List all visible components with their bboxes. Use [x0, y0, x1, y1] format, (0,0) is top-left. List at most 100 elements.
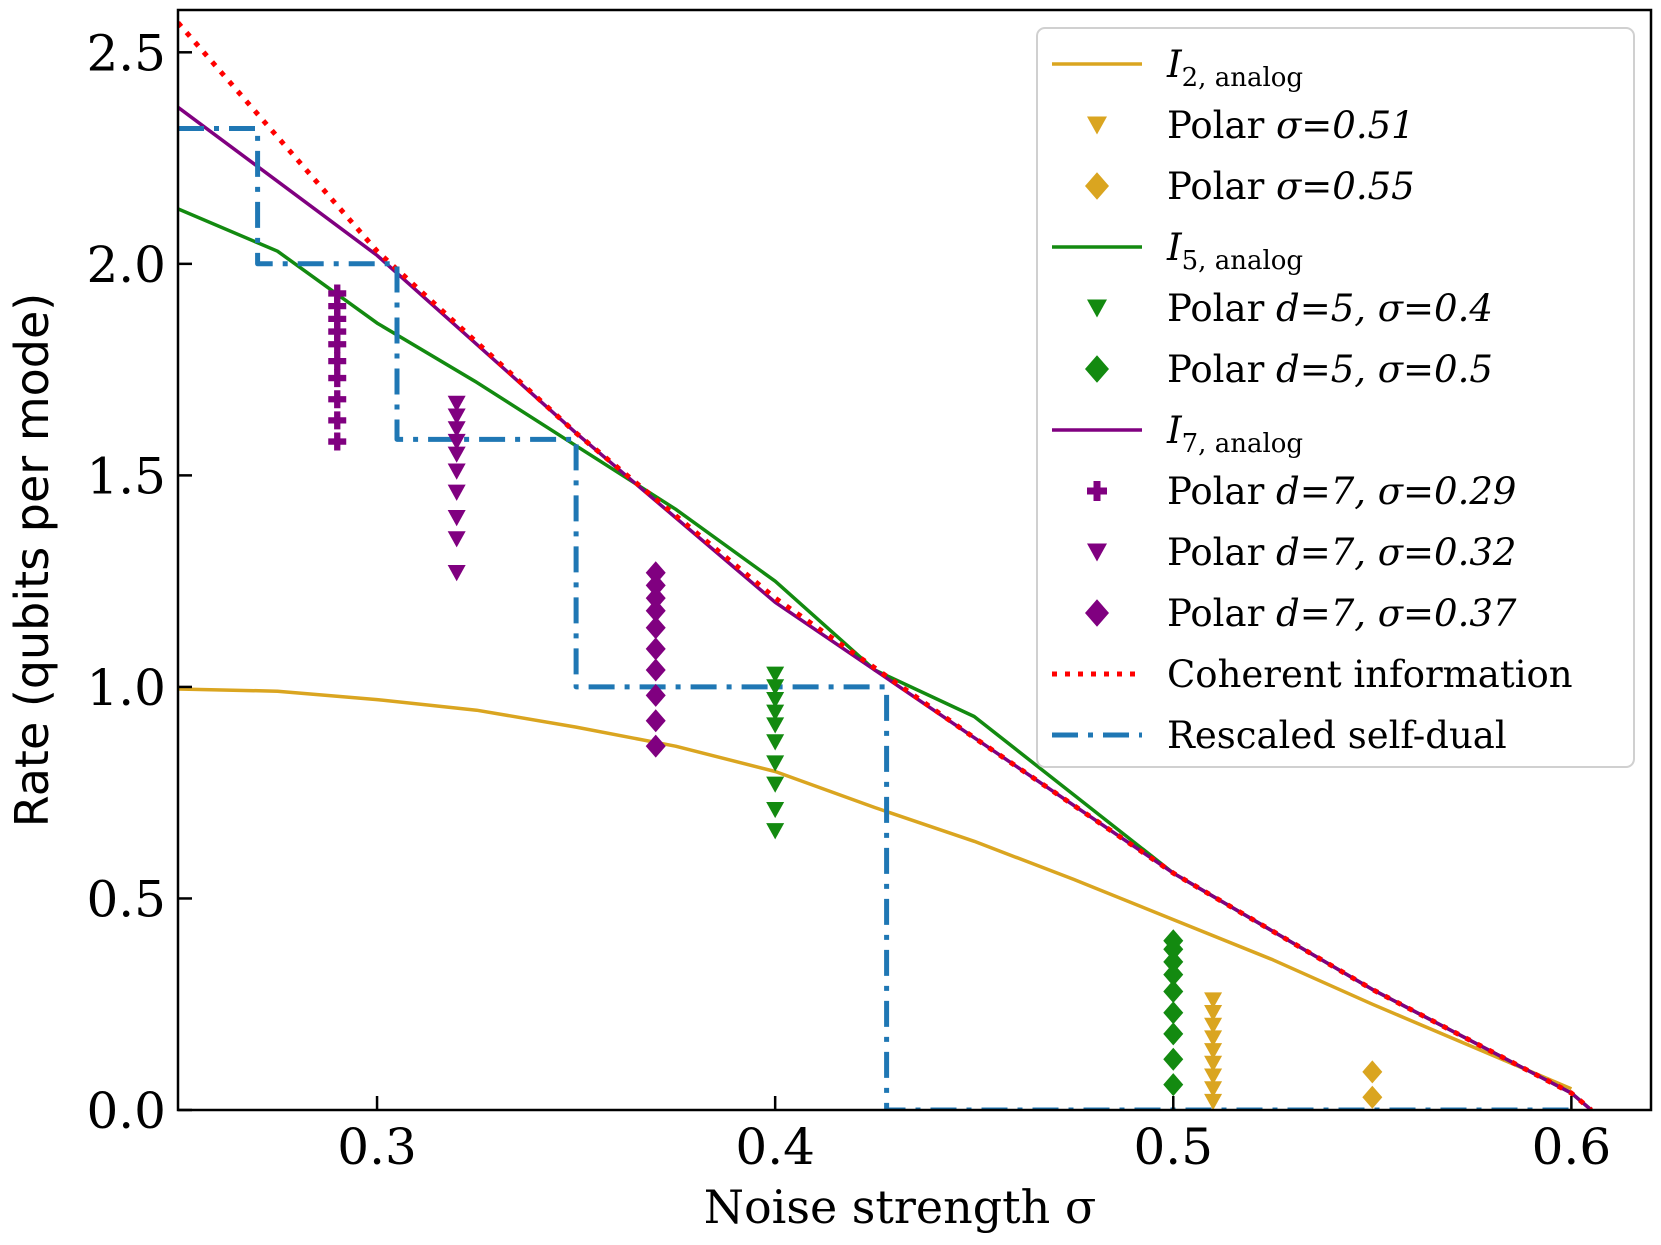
- legend-swatch: [1085, 355, 1109, 383]
- marker-point: [328, 411, 347, 430]
- marker-point: [328, 284, 347, 303]
- series-markers-polar-d-5-0-5: [1163, 929, 1184, 1097]
- marker-point: [645, 734, 666, 758]
- legend-entry-polar-0-55: Polar σ=0.55: [1085, 165, 1415, 208]
- marker-point: [1163, 1001, 1184, 1025]
- series-line-coherent-information: [178, 21, 1593, 1110]
- legend-swatch: [1087, 299, 1107, 318]
- marker-point: [447, 510, 466, 527]
- marker-point: [447, 484, 466, 501]
- marker-point: [1204, 1005, 1223, 1022]
- legend-label: Polar σ=0.55: [1167, 165, 1415, 208]
- marker-point: [1362, 1060, 1383, 1084]
- marker-point: [1204, 1055, 1223, 1073]
- marker-point: [1204, 1043, 1223, 1060]
- legend-label: Rescaled self-dual: [1167, 714, 1507, 757]
- marker-point: [447, 565, 466, 582]
- marker-point: [766, 734, 785, 751]
- legend-frame: [1036, 27, 1635, 768]
- marker-point: [1362, 1085, 1383, 1109]
- legend-swatch: [1085, 599, 1109, 627]
- y-tick-label: 0.0: [86, 1082, 166, 1140]
- marker-point: [1163, 980, 1184, 1004]
- marker-point: [447, 531, 466, 548]
- marker-point: [328, 297, 347, 316]
- series-markers-polar-d-7-0-37: [645, 561, 666, 758]
- legend: I2, analog Polar σ=0.51 Polar σ=0.55 I5, an…: [1036, 27, 1635, 768]
- legend-swatch: [1087, 543, 1107, 562]
- marker-point: [645, 616, 666, 640]
- marker-point: [1204, 1081, 1223, 1098]
- legend-entry-i5-analog: I5, analog: [1052, 226, 1303, 276]
- marker-point: [1163, 963, 1184, 987]
- marker-point: [328, 390, 347, 409]
- marker-point: [1163, 1022, 1184, 1046]
- marker-point: [645, 658, 666, 682]
- series-markers-polar-d-5-0-4: [766, 666, 785, 840]
- legend-entry-polar-d-7-0-37: Polar d=7, σ=0.37: [1085, 592, 1517, 635]
- series-markers-polar-d-7-0-32: [447, 395, 466, 582]
- marker-point: [447, 408, 466, 425]
- series-line-rescaled-self-dual: [178, 126, 1572, 1110]
- marker-point: [1204, 1030, 1223, 1047]
- marker-point: [1204, 1068, 1223, 1085]
- series-lines: [178, 21, 1593, 1110]
- legend-label: I7, analog: [1166, 409, 1303, 459]
- marker-point: [1204, 1017, 1223, 1034]
- legend-label: Polar d=5, σ=0.4: [1167, 287, 1493, 330]
- legend-label: Polar d=5, σ=0.5: [1167, 348, 1493, 391]
- marker-point: [328, 309, 347, 328]
- marker-point: [766, 755, 785, 772]
- series-markers-polar-0-55: [1362, 1060, 1383, 1109]
- y-tick-label: 2.0: [86, 236, 166, 294]
- legend-label: Polar d=7, σ=0.37: [1167, 592, 1517, 635]
- marker-point: [1163, 1047, 1184, 1071]
- marker-point: [645, 683, 666, 707]
- legend-label: Polar σ=0.51: [1167, 104, 1415, 147]
- marker-point: [1163, 1073, 1184, 1097]
- legend-entry-polar-d-7-0-32: Polar d=7, σ=0.32: [1087, 531, 1516, 574]
- marker-point: [766, 801, 785, 819]
- legend-entry-rescaled-self-dual: Rescaled self-dual: [1052, 714, 1507, 757]
- marker-point: [447, 433, 466, 451]
- marker-point: [766, 717, 785, 734]
- legend-label: Coherent information: [1167, 653, 1573, 696]
- y-tick-label: 1.0: [86, 659, 166, 717]
- marker-point: [447, 395, 466, 413]
- marker-point: [1163, 950, 1184, 974]
- marker-point: [328, 369, 347, 388]
- marker-point: [766, 666, 785, 683]
- series-markers: [328, 284, 1383, 1111]
- legend-swatch: [1085, 172, 1109, 200]
- axis-ticks: 0.3 0.4 0.5 0.6 0.0 0.5 1.0 1.5 2.0 2.5: [86, 24, 1611, 1176]
- legend-swatch: [1087, 481, 1107, 501]
- marker-point: [645, 709, 666, 733]
- plot-frame: [176, 8, 1653, 1112]
- legend-label: I2, analog: [1166, 43, 1303, 93]
- legend-entry-polar-d-5-0-5: Polar d=5, σ=0.5: [1085, 348, 1493, 391]
- marker-point: [1204, 992, 1223, 1009]
- marker-point: [766, 691, 785, 709]
- legend-label: I5, analog: [1166, 226, 1303, 276]
- marker-point: [645, 637, 666, 661]
- marker-point: [645, 561, 666, 585]
- legend-entry-polar-0-51: Polar σ=0.51: [1087, 104, 1415, 147]
- y-tick-label: 0.5: [86, 870, 166, 928]
- marker-point: [328, 322, 347, 341]
- marker-point: [447, 446, 466, 463]
- y-tick-label: 1.5: [86, 447, 166, 505]
- legend-swatch: [1087, 116, 1107, 135]
- y-axis-title: Rate (qubits per mode): [5, 293, 59, 827]
- series-line-i2-analog: [178, 687, 1573, 1091]
- legend-entry-polar-d-7-0-29: Polar d=7, σ=0.29: [1087, 470, 1516, 513]
- series-markers-polar-0-51: [1204, 992, 1223, 1111]
- marker-point: [328, 335, 347, 354]
- legend-entry-i7-analog: I7, analog: [1052, 409, 1303, 459]
- marker-point: [328, 432, 347, 451]
- y-tick-label: 2.5: [86, 24, 166, 82]
- x-tick-label: 0.3: [337, 1118, 417, 1176]
- marker-point: [645, 586, 666, 610]
- marker-point: [1204, 1093, 1223, 1111]
- legend-label: Polar d=7, σ=0.32: [1167, 531, 1516, 574]
